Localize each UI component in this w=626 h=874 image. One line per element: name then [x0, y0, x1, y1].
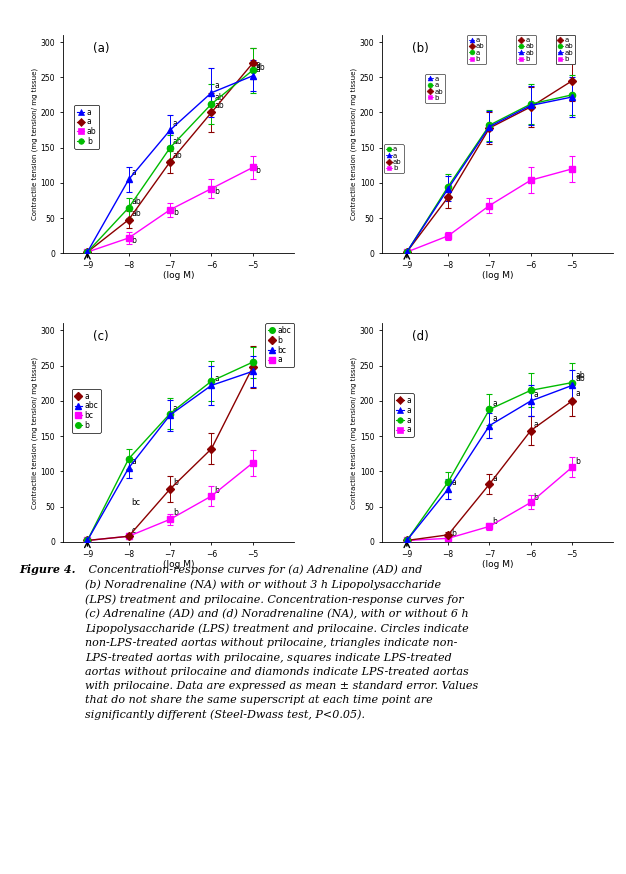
Legend: a, ab, ab, b: a, ab, ab, b — [556, 35, 575, 64]
Text: b: b — [493, 517, 497, 526]
Text: ab: ab — [214, 101, 224, 110]
Text: Concentration-response curves for (a) Adrenaline (AD) and
(b) Noradrenaline (NA): Concentration-response curves for (a) Ad… — [85, 564, 478, 720]
Text: ab: ab — [173, 137, 183, 146]
Text: c: c — [131, 526, 136, 535]
Text: (c): (c) — [93, 330, 108, 343]
Text: a: a — [451, 478, 456, 487]
Legend: a, a, a, a: a, a, a, a — [394, 393, 414, 437]
Text: (d): (d) — [412, 330, 429, 343]
Text: b: b — [173, 508, 178, 517]
Legend: abc, b, bc, a: abc, b, bc, a — [265, 323, 294, 367]
Text: a: a — [173, 404, 178, 413]
Text: ab: ab — [131, 209, 141, 218]
Text: a: a — [214, 81, 219, 90]
Text: a: a — [131, 457, 136, 466]
Text: b: b — [255, 165, 260, 175]
X-axis label: (log M): (log M) — [163, 560, 194, 569]
Text: a: a — [534, 420, 538, 429]
Text: b: b — [575, 457, 580, 466]
Y-axis label: Contractile tension (mg tension/ mg tissue): Contractile tension (mg tension/ mg tiss… — [351, 357, 357, 509]
Text: a: a — [255, 59, 260, 69]
Text: b: b — [214, 187, 219, 196]
Text: a: a — [131, 169, 136, 177]
Text: b: b — [131, 236, 136, 245]
Y-axis label: Contractile tension (mg tension/ mg tissue): Contractile tension (mg tension/ mg tiss… — [31, 68, 38, 220]
Text: Figure 4.: Figure 4. — [19, 564, 75, 575]
Text: a: a — [534, 390, 538, 399]
Text: a: a — [575, 389, 580, 398]
Text: a: a — [493, 414, 497, 424]
Text: (b): (b) — [412, 42, 429, 54]
X-axis label: (log M): (log M) — [482, 272, 513, 281]
Legend: a, a, ab, b: a, a, ab, b — [74, 105, 99, 149]
Text: b: b — [451, 530, 456, 538]
X-axis label: (log M): (log M) — [482, 560, 513, 569]
Text: b: b — [173, 208, 178, 217]
Y-axis label: Contractile tension (mg tension/ mg tissue): Contractile tension (mg tension/ mg tiss… — [351, 68, 357, 220]
Text: a: a — [493, 399, 497, 408]
Text: a: a — [173, 119, 178, 128]
Text: a: a — [214, 374, 219, 384]
Text: ab: ab — [131, 197, 141, 205]
Text: b: b — [534, 493, 538, 502]
Text: b: b — [214, 486, 219, 496]
Text: (a): (a) — [93, 42, 109, 54]
Text: ab: ab — [173, 150, 183, 160]
Text: ab: ab — [214, 93, 224, 102]
Text: ab: ab — [575, 371, 585, 380]
X-axis label: (log M): (log M) — [163, 272, 194, 281]
Text: a: a — [255, 65, 260, 73]
Text: ab: ab — [255, 63, 265, 72]
Text: b: b — [173, 478, 178, 487]
Text: bc: bc — [131, 497, 141, 507]
Y-axis label: Contractile tension (mg tension/ mg tissue): Contractile tension (mg tension/ mg tiss… — [31, 357, 38, 509]
Text: a: a — [493, 474, 497, 482]
Text: ab: ab — [575, 374, 585, 384]
